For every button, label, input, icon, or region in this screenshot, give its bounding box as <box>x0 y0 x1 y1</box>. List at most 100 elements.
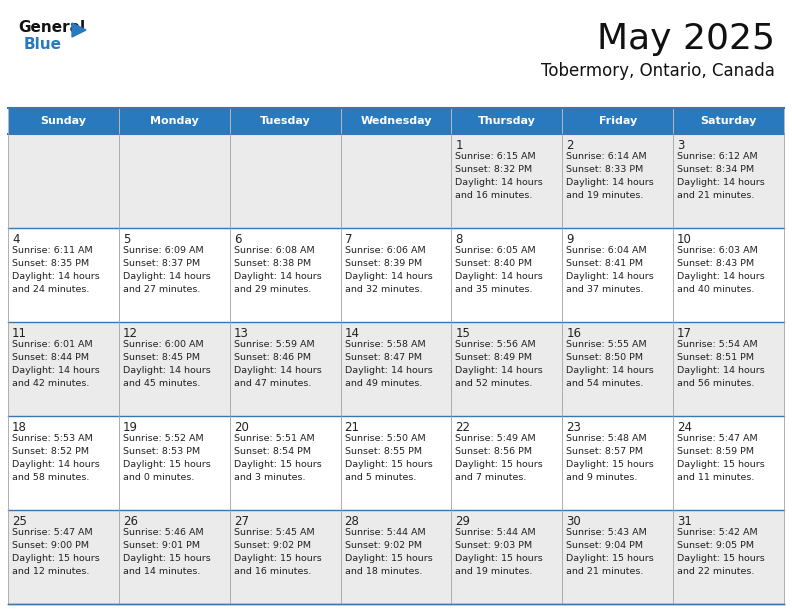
Text: Daylight: 14 hours: Daylight: 14 hours <box>677 366 765 375</box>
Text: Tobermory, Ontario, Canada: Tobermory, Ontario, Canada <box>541 62 775 80</box>
Text: Sunday: Sunday <box>40 116 86 126</box>
Text: Daylight: 15 hours: Daylight: 15 hours <box>677 460 765 469</box>
Text: 20: 20 <box>234 421 249 434</box>
Text: 12: 12 <box>123 327 138 340</box>
Bar <box>341 510 451 604</box>
Text: Sunrise: 5:52 AM: Sunrise: 5:52 AM <box>123 434 204 443</box>
Text: and 21 minutes.: and 21 minutes. <box>677 191 755 200</box>
Text: Sunrise: 6:14 AM: Sunrise: 6:14 AM <box>566 152 647 161</box>
Text: Sunset: 8:44 PM: Sunset: 8:44 PM <box>12 353 89 362</box>
Text: 10: 10 <box>677 233 692 246</box>
Text: Sunrise: 6:15 AM: Sunrise: 6:15 AM <box>455 152 536 161</box>
Text: 17: 17 <box>677 327 692 340</box>
Text: Sunrise: 5:49 AM: Sunrise: 5:49 AM <box>455 434 536 443</box>
Bar <box>230 228 341 322</box>
Bar <box>8 510 119 604</box>
Bar <box>562 416 673 510</box>
Text: May 2025: May 2025 <box>597 22 775 56</box>
Text: Monday: Monday <box>150 116 199 126</box>
Bar <box>562 510 673 604</box>
Text: and 18 minutes.: and 18 minutes. <box>345 567 422 576</box>
Text: Sunset: 8:54 PM: Sunset: 8:54 PM <box>234 447 310 456</box>
Text: Sunrise: 5:50 AM: Sunrise: 5:50 AM <box>345 434 425 443</box>
Text: and 58 minutes.: and 58 minutes. <box>12 473 89 482</box>
Text: Daylight: 14 hours: Daylight: 14 hours <box>677 178 765 187</box>
Text: Sunrise: 6:11 AM: Sunrise: 6:11 AM <box>12 246 93 255</box>
Text: 11: 11 <box>12 327 27 340</box>
Text: and 56 minutes.: and 56 minutes. <box>677 379 755 388</box>
Text: 18: 18 <box>12 421 27 434</box>
Text: Sunset: 8:40 PM: Sunset: 8:40 PM <box>455 259 532 268</box>
Text: 15: 15 <box>455 327 470 340</box>
Text: Friday: Friday <box>599 116 637 126</box>
Text: Daylight: 15 hours: Daylight: 15 hours <box>234 460 322 469</box>
Text: 3: 3 <box>677 139 684 152</box>
Text: Daylight: 14 hours: Daylight: 14 hours <box>455 178 543 187</box>
Text: 21: 21 <box>345 421 360 434</box>
Text: Daylight: 14 hours: Daylight: 14 hours <box>12 460 100 469</box>
Bar <box>230 322 341 416</box>
Text: Sunrise: 5:55 AM: Sunrise: 5:55 AM <box>566 340 647 349</box>
Bar <box>451 228 562 322</box>
Text: Daylight: 15 hours: Daylight: 15 hours <box>234 554 322 563</box>
Bar <box>562 108 673 134</box>
Text: 30: 30 <box>566 515 581 528</box>
Bar <box>673 108 784 134</box>
Text: 1: 1 <box>455 139 463 152</box>
Bar <box>230 510 341 604</box>
Text: Sunrise: 5:47 AM: Sunrise: 5:47 AM <box>677 434 758 443</box>
Text: Sunrise: 6:05 AM: Sunrise: 6:05 AM <box>455 246 536 255</box>
Text: 19: 19 <box>123 421 138 434</box>
Text: 16: 16 <box>566 327 581 340</box>
Text: Daylight: 14 hours: Daylight: 14 hours <box>12 272 100 281</box>
Text: Sunset: 9:05 PM: Sunset: 9:05 PM <box>677 541 754 550</box>
Bar <box>119 228 230 322</box>
Text: Sunset: 9:04 PM: Sunset: 9:04 PM <box>566 541 643 550</box>
Bar <box>562 134 673 228</box>
Text: Sunrise: 5:48 AM: Sunrise: 5:48 AM <box>566 434 647 443</box>
Text: and 37 minutes.: and 37 minutes. <box>566 285 644 294</box>
Text: Sunset: 8:53 PM: Sunset: 8:53 PM <box>123 447 200 456</box>
Text: Sunset: 8:49 PM: Sunset: 8:49 PM <box>455 353 532 362</box>
Text: Daylight: 14 hours: Daylight: 14 hours <box>234 366 322 375</box>
Text: Daylight: 15 hours: Daylight: 15 hours <box>455 460 543 469</box>
Bar <box>451 108 562 134</box>
Polygon shape <box>72 23 86 37</box>
Text: 14: 14 <box>345 327 360 340</box>
Text: Daylight: 15 hours: Daylight: 15 hours <box>12 554 100 563</box>
Text: Sunrise: 6:03 AM: Sunrise: 6:03 AM <box>677 246 758 255</box>
Bar <box>673 416 784 510</box>
Text: Sunset: 9:00 PM: Sunset: 9:00 PM <box>12 541 89 550</box>
Text: and 49 minutes.: and 49 minutes. <box>345 379 422 388</box>
Bar <box>119 322 230 416</box>
Text: 24: 24 <box>677 421 692 434</box>
Text: 22: 22 <box>455 421 470 434</box>
Text: 9: 9 <box>566 233 573 246</box>
Text: Sunset: 8:56 PM: Sunset: 8:56 PM <box>455 447 532 456</box>
Text: Sunrise: 5:54 AM: Sunrise: 5:54 AM <box>677 340 758 349</box>
Text: Sunset: 8:37 PM: Sunset: 8:37 PM <box>123 259 200 268</box>
Text: Daylight: 15 hours: Daylight: 15 hours <box>345 460 432 469</box>
Text: 26: 26 <box>123 515 138 528</box>
Text: 27: 27 <box>234 515 249 528</box>
Text: and 7 minutes.: and 7 minutes. <box>455 473 527 482</box>
Text: 28: 28 <box>345 515 360 528</box>
Text: Daylight: 15 hours: Daylight: 15 hours <box>455 554 543 563</box>
Text: Sunset: 8:50 PM: Sunset: 8:50 PM <box>566 353 643 362</box>
Text: 31: 31 <box>677 515 692 528</box>
Text: 5: 5 <box>123 233 130 246</box>
Text: Wednesday: Wednesday <box>360 116 432 126</box>
Text: Saturday: Saturday <box>700 116 757 126</box>
Text: Blue: Blue <box>24 37 62 52</box>
Text: Sunset: 8:45 PM: Sunset: 8:45 PM <box>123 353 200 362</box>
Bar <box>8 322 119 416</box>
Text: Sunrise: 5:44 AM: Sunrise: 5:44 AM <box>345 528 425 537</box>
Text: Daylight: 14 hours: Daylight: 14 hours <box>345 272 432 281</box>
Text: Daylight: 15 hours: Daylight: 15 hours <box>677 554 765 563</box>
Text: and 45 minutes.: and 45 minutes. <box>123 379 200 388</box>
Text: Sunset: 8:34 PM: Sunset: 8:34 PM <box>677 165 754 174</box>
Bar <box>119 134 230 228</box>
Bar <box>341 416 451 510</box>
Text: Sunset: 9:02 PM: Sunset: 9:02 PM <box>345 541 421 550</box>
Text: Sunset: 9:01 PM: Sunset: 9:01 PM <box>123 541 200 550</box>
